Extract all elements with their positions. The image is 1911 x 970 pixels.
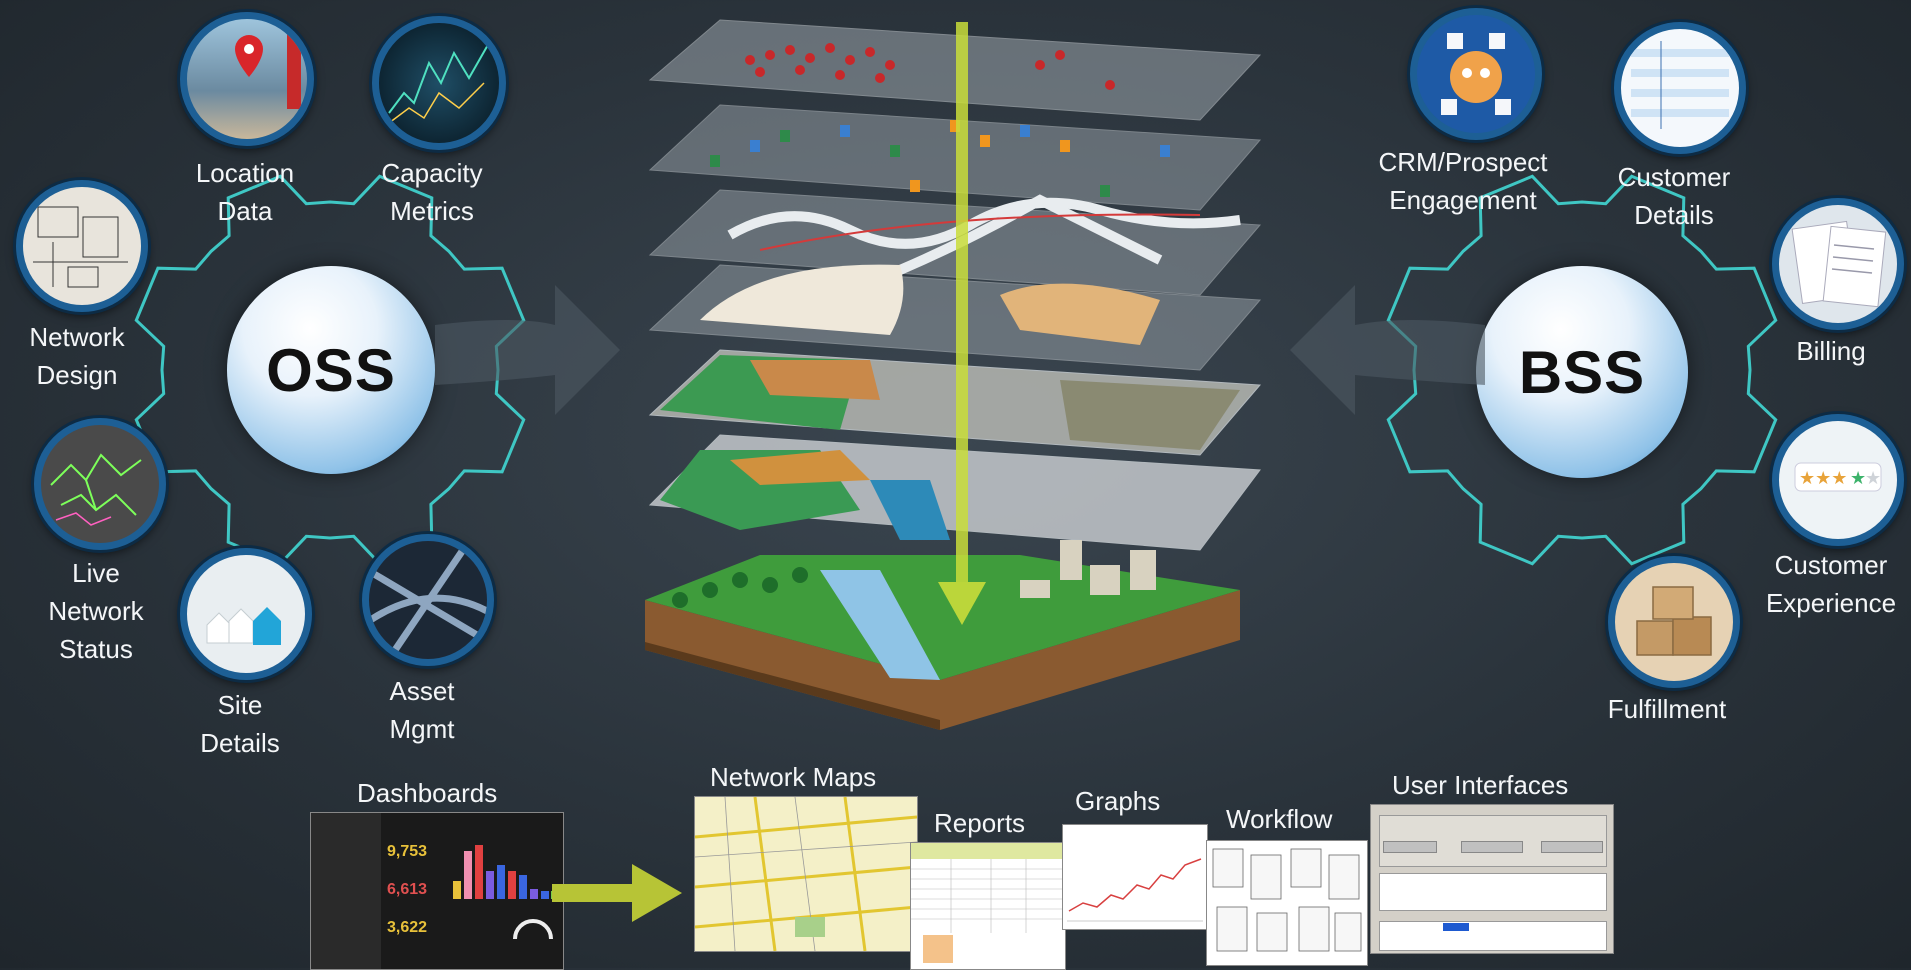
live-network-status-label: Live Network Status	[48, 558, 144, 664]
location-data-label: Location Data	[195, 158, 295, 226]
svg-text:★: ★	[1850, 468, 1866, 489]
dashboard-value-1: 9,753	[387, 843, 428, 860]
location-pin-icon	[235, 29, 301, 109]
oss-title: OSS	[266, 336, 396, 404]
dashboards-label: Dashboards	[357, 778, 498, 808]
bss-hub: BSS	[1476, 266, 1688, 478]
metrics-chart-icon	[388, 42, 490, 124]
dashboard-value-2: 6,613	[387, 881, 428, 898]
site-details-label: Site Details	[200, 690, 280, 758]
dashboards-thumbnail[interactable]: 9,753 6,613 3,622	[310, 812, 564, 970]
integration-beam	[938, 22, 986, 625]
roads-layer	[648, 189, 1262, 296]
bss-title: BSS	[1518, 338, 1646, 406]
points-layer	[648, 19, 1262, 121]
asset-mgmt-label: Asset Mgmt	[389, 676, 455, 744]
terrain-layer	[648, 264, 1262, 371]
capacity-metrics-label: Capacity Metrics	[381, 158, 483, 226]
workflow-label: Workflow	[1226, 804, 1333, 834]
customer-table-icon	[1631, 41, 1729, 129]
fulfillment-label: Fulfillment	[1607, 694, 1727, 724]
network-design-node[interactable]	[16, 180, 148, 312]
bss-to-layers-arrow	[1290, 285, 1485, 415]
customer-experience-node[interactable]: ★★★ ★ ★	[1772, 414, 1904, 546]
highway-icon	[369, 541, 487, 659]
site-details-node[interactable]	[180, 548, 312, 680]
assets-layer	[648, 104, 1262, 211]
terrain-block	[645, 540, 1240, 730]
crm-prospect-label: CRM/Prospect Engagement	[1378, 147, 1548, 215]
oss-hub: OSS	[227, 266, 435, 474]
workflow-diagram-icon	[1212, 848, 1362, 952]
network-maps-label: Network Maps	[710, 762, 877, 792]
gis-layer-stack	[645, 19, 1262, 730]
live-network-status-node[interactable]	[34, 418, 166, 550]
elevation-layer	[648, 434, 1261, 551]
user-interfaces-thumbnail[interactable]	[1370, 804, 1614, 954]
oss-to-layers-arrow	[435, 285, 620, 415]
capacity-metrics-node[interactable]	[372, 16, 506, 150]
rating-stars-icon: ★★★ ★★	[1794, 462, 1882, 492]
dashboard-bar-chart	[453, 845, 559, 899]
bss-gear-outline	[1386, 174, 1778, 566]
graphs-label: Graphs	[1075, 786, 1161, 816]
network-maps-thumbnail[interactable]	[694, 796, 918, 952]
crm-apps-icon	[1441, 33, 1511, 115]
network-map-icon	[50, 453, 142, 526]
graphs-thumbnail[interactable]	[1062, 824, 1208, 930]
dashboard-gauge-icon	[513, 919, 553, 940]
reports-thumbnail[interactable]	[910, 842, 1066, 970]
asset-mgmt-node[interactable]	[362, 534, 494, 666]
landcover-layer	[648, 349, 1262, 456]
dashboards-to-maps-arrow	[552, 864, 682, 922]
customer-experience-label: Customer Experience	[1765, 550, 1897, 618]
workflow-thumbnail[interactable]	[1206, 840, 1368, 966]
boxes-icon	[1636, 586, 1712, 656]
oss-gear-outline	[134, 174, 526, 566]
customer-details-label: Customer Details	[1617, 162, 1731, 230]
user-interfaces-label: User Interfaces	[1392, 770, 1569, 800]
crm-prospect-node[interactable]	[1410, 8, 1542, 140]
network-design-label: Network Design	[29, 322, 125, 390]
svg-text:★★★: ★★★	[1799, 468, 1847, 489]
reports-label: Reports	[934, 808, 1026, 838]
billing-node[interactable]	[1772, 198, 1904, 330]
location-data-node[interactable]	[180, 12, 314, 146]
billing-label: Billing	[1796, 336, 1866, 366]
billing-documents-icon	[1791, 220, 1887, 308]
svg-text:★: ★	[1865, 468, 1881, 489]
customer-details-node[interactable]	[1614, 22, 1746, 154]
blueprint-icon	[33, 206, 128, 288]
graph-line-icon	[1067, 858, 1203, 922]
fulfillment-node[interactable]	[1608, 556, 1740, 688]
dashboard-value-3: 3,622	[387, 919, 428, 936]
houses-icon	[206, 607, 281, 645]
